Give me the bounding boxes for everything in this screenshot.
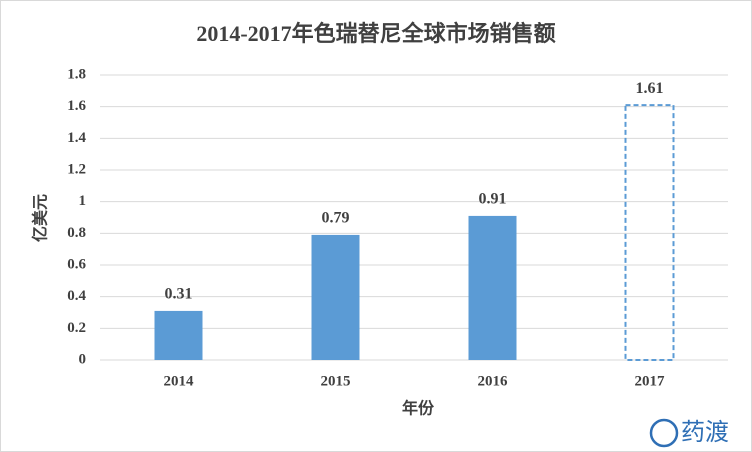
- y-tick-label: 0.2: [67, 320, 86, 336]
- y-tick-label: 1.2: [67, 161, 86, 177]
- chart-title: 2014-2017年色瑞替尼全球市场销售额: [196, 21, 555, 46]
- bar: [154, 310, 203, 360]
- x-tick-label: 2015: [321, 373, 351, 389]
- y-tick-label: 0.6: [67, 256, 86, 272]
- data-label: 0.91: [479, 191, 507, 208]
- y-tick-label: 1.4: [67, 130, 86, 146]
- y-tick-label: 0: [79, 351, 87, 367]
- x-axis-label: 年份: [402, 399, 435, 418]
- y-axis-label: 亿美元: [31, 194, 50, 242]
- y-tick-label: 1.6: [67, 98, 86, 114]
- x-tick-label: 2017: [635, 373, 666, 389]
- bar: [468, 215, 517, 360]
- data-label: 1.61: [636, 80, 664, 97]
- data-label: 0.79: [322, 210, 350, 227]
- x-tick-label: 2014: [164, 373, 195, 389]
- bar: [624, 104, 675, 362]
- y-tick-label: 0.4: [67, 288, 86, 304]
- bar: [311, 234, 360, 360]
- y-tick-label: 0.8: [67, 225, 86, 241]
- y-tick-label: 1.8: [67, 66, 86, 82]
- data-label: 0.31: [165, 286, 193, 303]
- watermark: 药渡: [681, 418, 729, 446]
- y-tick-label: 1: [79, 193, 87, 209]
- x-tick-label: 2016: [478, 373, 509, 389]
- watermark-logo: [649, 418, 679, 448]
